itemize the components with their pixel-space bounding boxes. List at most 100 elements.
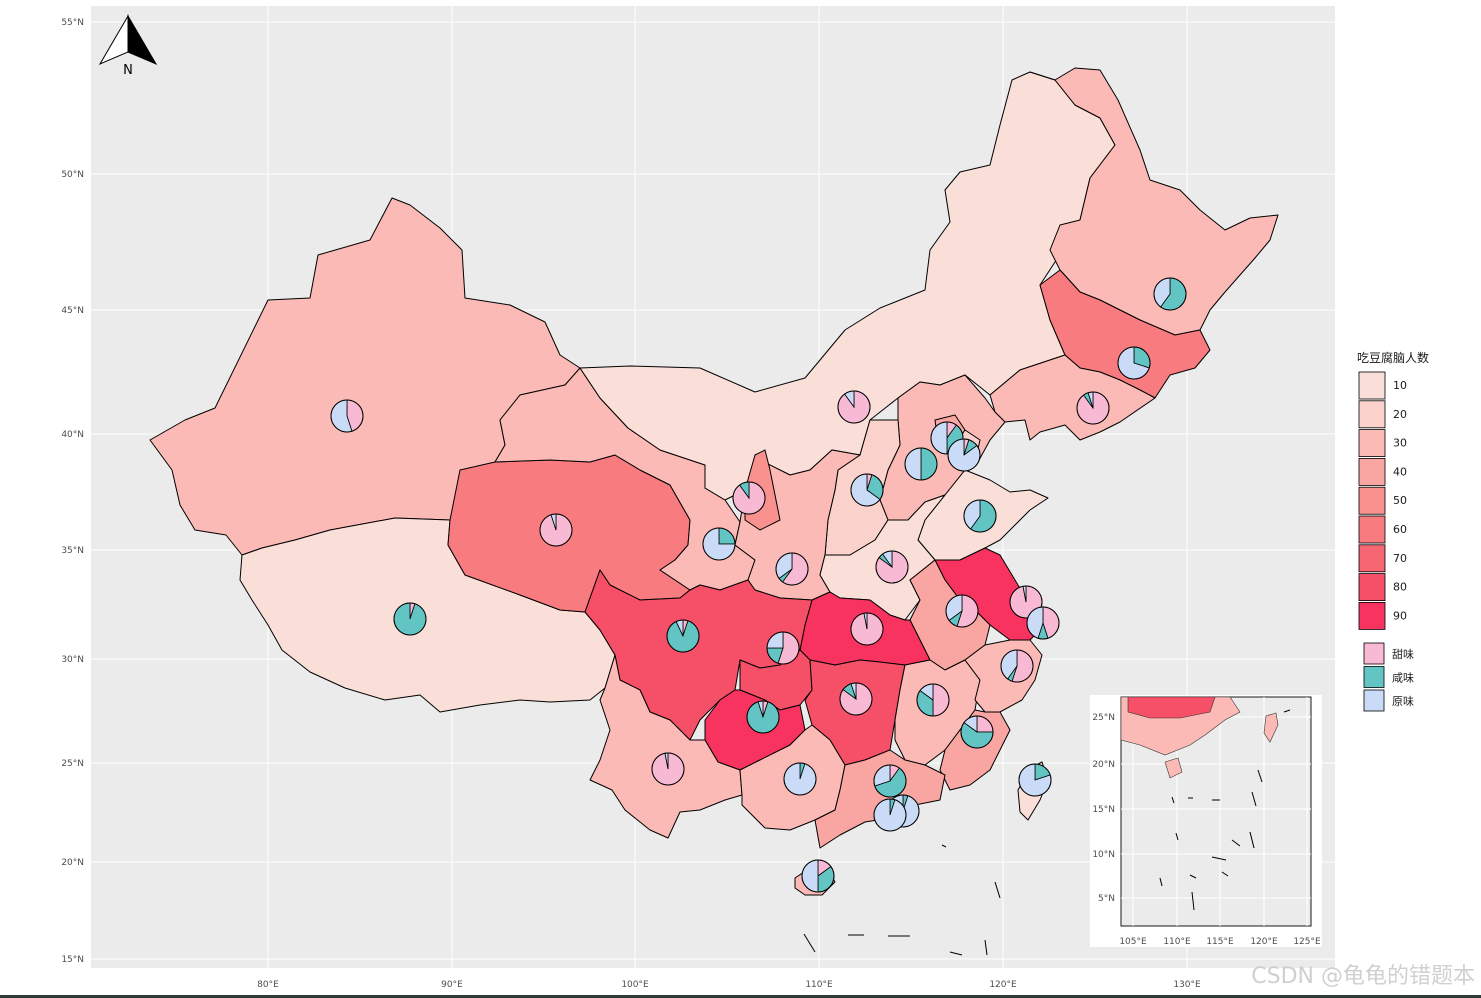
pie-hainan [801,859,835,893]
pie-xinjiang [330,399,364,433]
legend-fill-label: 30 [1393,437,1407,450]
x-tick: 90°E [441,980,463,990]
legend-fill-key [1358,544,1386,573]
pie-guangxi [783,762,817,796]
legend-flavor-label: 原味 [1392,695,1414,708]
south-sea-islands [803,844,1001,956]
legend-flavor-label: 甜味 [1392,648,1414,661]
pie-outline [837,390,871,424]
y-tick: 40°N [61,430,84,440]
pie-taiwan [1018,763,1052,797]
legend-fill-key [1358,429,1386,458]
pie-outline [775,552,809,586]
pie-tianjin [947,438,981,472]
y-tick: 45°N [61,306,84,316]
pie-layer [330,277,1187,893]
legend-fill-label: 10 [1393,379,1407,392]
provinces [149,67,1279,956]
north-arrow-label: N [123,63,133,78]
y-tick: 30°N [61,655,84,665]
pie-outline [916,683,950,717]
x-tick: 110°E [805,980,833,990]
x-tick: 120°E [989,980,1017,990]
x-tick: 80°E [257,980,279,990]
pie-qinghai [539,513,573,547]
pie-outline [1009,585,1043,619]
pie-outline [539,513,573,547]
pie-outline [393,602,427,636]
province-yunnan [589,654,743,839]
legend-flavor-key [1363,689,1385,712]
pie-outline [963,499,997,533]
pie-sichuan [666,619,700,653]
pie-jilin [1117,346,1151,380]
pie-outline [850,612,884,646]
y-tick: 20°N [61,858,84,868]
pie-outline [746,700,780,734]
province-xizang [239,517,616,713]
x-tick: 100°E [621,980,649,990]
x-tick: 130°E [1173,980,1201,990]
pie-outline [873,798,907,832]
pie-zhejiang [1000,649,1034,683]
legend-fill-key [1358,486,1386,515]
legend-fill-label: 60 [1393,523,1407,536]
pie-shanxi [850,473,884,507]
legend-fill-label: 70 [1393,552,1407,565]
x-axis: 80°E 90°E 100°E 110°E 120°E 130°E [257,980,1201,990]
inset-y-tick: 15°N [1092,805,1115,815]
pie-outline [873,764,907,798]
pie-outline [666,619,700,653]
pie-guizhou [746,700,780,734]
pie-outline [1026,606,1060,640]
y-tick: 15°N [61,955,84,965]
legend-fill-key [1358,371,1386,400]
pie-outline [1076,391,1110,425]
pie-heilongjiang [1153,277,1187,311]
pie-shaanxi [775,552,809,586]
legend-fill-key [1358,400,1386,429]
inset-y-tick: 25°N [1092,713,1115,723]
legend-fill-label: 90 [1393,609,1407,622]
pie-outline [1018,763,1052,797]
inset-x-tick: 120°E [1250,937,1278,947]
legend-fill-label: 80 [1393,581,1407,594]
inset-y-tick: 20°N [1092,760,1115,770]
pie-macau [873,798,907,832]
inset-y-tick: 5°N [1098,894,1115,904]
pie-henan [875,550,909,584]
pie-ningxia [732,481,766,515]
y-tick: 55°N [61,18,84,28]
pie-outline [945,594,979,628]
legend-fill-key [1358,573,1386,601]
pie-yunnan [651,752,685,786]
north-arrow-icon: N [98,14,158,78]
pie-shanghai [1026,606,1060,640]
legend-flavor-key [1363,666,1385,688]
pie-outline [1000,649,1034,683]
pie-xizang [393,602,427,636]
inset-x-tick: 110°E [1163,937,1191,947]
pie-gansu [702,527,736,561]
legend-fill-label: 50 [1393,494,1407,507]
pie-outline [850,473,884,507]
pie-outline [960,715,994,749]
pie-outline [947,438,981,472]
pie-outline [651,752,685,786]
pie-hunan [839,682,873,716]
window-bottom-edge [0,995,1481,998]
pie-outline [1153,277,1187,311]
inset-x-tick: 105°E [1119,937,1147,947]
inset-y-tick: 10°N [1092,850,1115,860]
inset-map: 25°N 20°N 15°N 10°N 5°N 105°E 110°E 115°… [1090,695,1322,947]
pie-fujian [960,715,994,749]
legend-flavor-label: 咸味 [1392,672,1414,685]
pie-anhui [945,594,979,628]
pie-liaoning [1076,391,1110,425]
pie-outline [904,447,938,481]
pie-outline [766,631,800,665]
province-liaoning [989,354,1156,441]
legend-fill-key [1358,457,1386,486]
